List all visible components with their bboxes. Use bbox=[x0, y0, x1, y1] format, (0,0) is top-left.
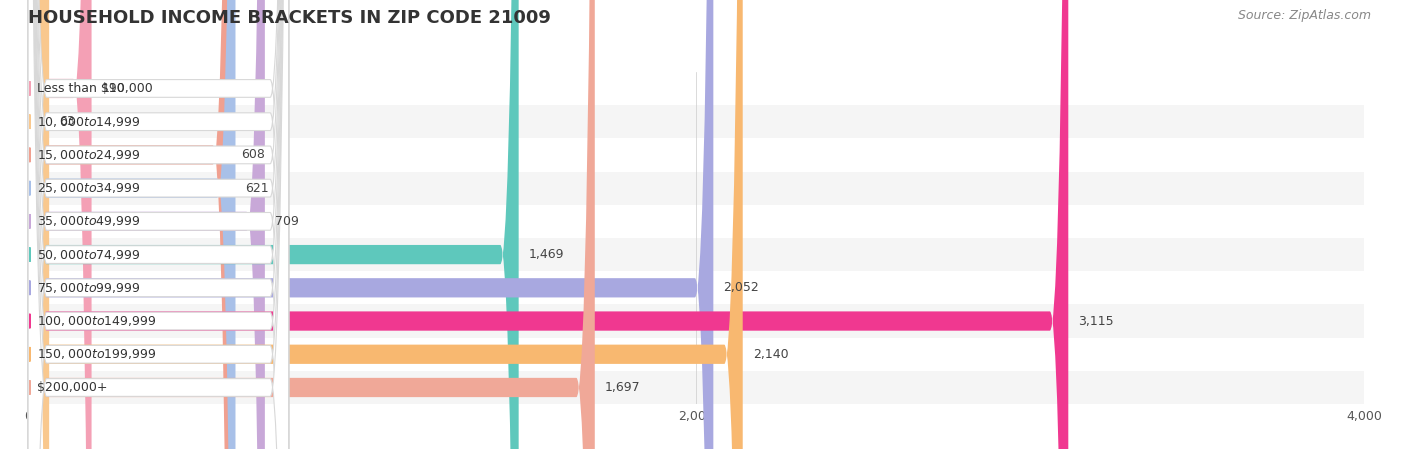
Text: $200,000+: $200,000+ bbox=[37, 381, 107, 394]
FancyBboxPatch shape bbox=[28, 0, 49, 449]
Text: HOUSEHOLD INCOME BRACKETS IN ZIP CODE 21009: HOUSEHOLD INCOME BRACKETS IN ZIP CODE 21… bbox=[28, 9, 551, 27]
Text: $10,000 to $14,999: $10,000 to $14,999 bbox=[37, 114, 141, 129]
Bar bbox=[28, 105, 1364, 138]
Text: $75,000 to $99,999: $75,000 to $99,999 bbox=[37, 281, 141, 295]
Text: 63: 63 bbox=[59, 115, 75, 128]
Bar bbox=[28, 138, 1364, 172]
FancyBboxPatch shape bbox=[28, 0, 288, 449]
Bar bbox=[28, 304, 1364, 338]
Text: Less than $10,000: Less than $10,000 bbox=[37, 82, 152, 95]
Bar bbox=[28, 238, 1364, 271]
Text: 709: 709 bbox=[276, 215, 298, 228]
FancyBboxPatch shape bbox=[28, 0, 288, 449]
Bar bbox=[28, 205, 1364, 238]
FancyBboxPatch shape bbox=[28, 0, 519, 449]
Text: 1,469: 1,469 bbox=[529, 248, 564, 261]
FancyBboxPatch shape bbox=[28, 0, 288, 449]
FancyBboxPatch shape bbox=[28, 0, 1069, 449]
FancyBboxPatch shape bbox=[28, 0, 91, 449]
FancyBboxPatch shape bbox=[28, 0, 288, 449]
Text: $15,000 to $24,999: $15,000 to $24,999 bbox=[37, 148, 141, 162]
Bar bbox=[28, 371, 1364, 404]
FancyBboxPatch shape bbox=[28, 0, 231, 449]
FancyBboxPatch shape bbox=[28, 0, 595, 449]
FancyBboxPatch shape bbox=[28, 0, 264, 449]
Text: 3,115: 3,115 bbox=[1078, 315, 1114, 327]
FancyBboxPatch shape bbox=[28, 0, 288, 449]
FancyBboxPatch shape bbox=[28, 0, 713, 449]
Bar bbox=[28, 172, 1364, 205]
FancyBboxPatch shape bbox=[28, 0, 288, 449]
FancyBboxPatch shape bbox=[28, 0, 288, 449]
Bar bbox=[28, 338, 1364, 371]
FancyBboxPatch shape bbox=[28, 0, 288, 449]
Bar bbox=[28, 271, 1364, 304]
Text: 621: 621 bbox=[246, 182, 269, 194]
FancyBboxPatch shape bbox=[28, 0, 742, 449]
Text: $25,000 to $34,999: $25,000 to $34,999 bbox=[37, 181, 141, 195]
Text: $150,000 to $199,999: $150,000 to $199,999 bbox=[37, 347, 156, 361]
Text: 608: 608 bbox=[242, 149, 266, 161]
Bar bbox=[28, 72, 1364, 105]
Text: 2,052: 2,052 bbox=[723, 282, 759, 294]
Text: $35,000 to $49,999: $35,000 to $49,999 bbox=[37, 214, 141, 229]
FancyBboxPatch shape bbox=[28, 0, 288, 449]
Text: 2,140: 2,140 bbox=[752, 348, 789, 361]
Text: Source: ZipAtlas.com: Source: ZipAtlas.com bbox=[1237, 9, 1371, 22]
FancyBboxPatch shape bbox=[28, 0, 235, 449]
Text: $50,000 to $74,999: $50,000 to $74,999 bbox=[37, 247, 141, 262]
FancyBboxPatch shape bbox=[28, 0, 288, 449]
Text: 190: 190 bbox=[101, 82, 125, 95]
Text: 1,697: 1,697 bbox=[605, 381, 641, 394]
Text: $100,000 to $149,999: $100,000 to $149,999 bbox=[37, 314, 156, 328]
